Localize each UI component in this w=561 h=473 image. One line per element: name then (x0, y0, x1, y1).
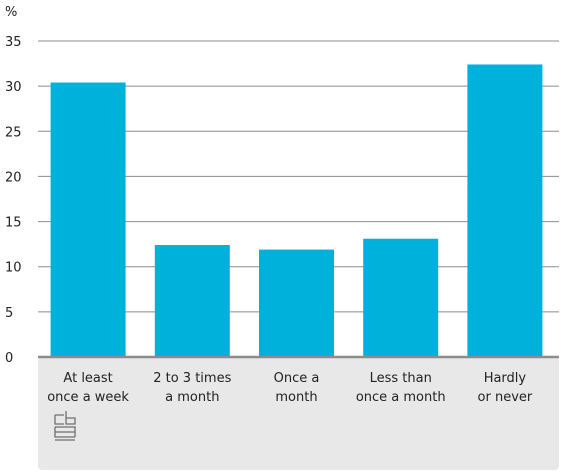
x-category-label: a month (165, 390, 219, 405)
bar (259, 249, 334, 357)
y-tick-label: 20 (5, 170, 22, 185)
x-category-label: once a month (356, 390, 446, 405)
category-label-panel (38, 357, 559, 470)
bars (50, 64, 543, 357)
y-tick-label: 35 (5, 35, 22, 50)
x-category-label: month (275, 390, 317, 405)
y-tick-label: 5 (5, 306, 13, 321)
y-tick-label: 0 (5, 351, 13, 366)
x-category-label: Once a (274, 371, 320, 386)
y-tick-label: 15 (5, 216, 22, 231)
x-category-label: or never (478, 390, 533, 405)
bar (363, 238, 439, 357)
x-category-label: once a week (47, 390, 129, 405)
x-category-label: Hardly (484, 371, 527, 386)
y-tick-label: 25 (5, 125, 22, 140)
x-category-label: Less than (370, 371, 432, 386)
bar (50, 82, 126, 357)
bar (154, 245, 230, 357)
x-category-label: At least (63, 371, 112, 386)
cbs-logo-icon (54, 411, 76, 441)
y-tick-label: 30 (5, 80, 22, 95)
bar (467, 64, 543, 357)
y-tick-label: 10 (5, 261, 22, 276)
x-category-label: 2 to 3 times (153, 371, 231, 386)
x-axis-category-labels: At least once a week 2 to 3 times a month On… (47, 371, 533, 405)
y-axis-unit-label: % (5, 5, 17, 20)
y-axis-tick-labels: 0 5 10 15 20 25 30 35 (5, 35, 22, 366)
